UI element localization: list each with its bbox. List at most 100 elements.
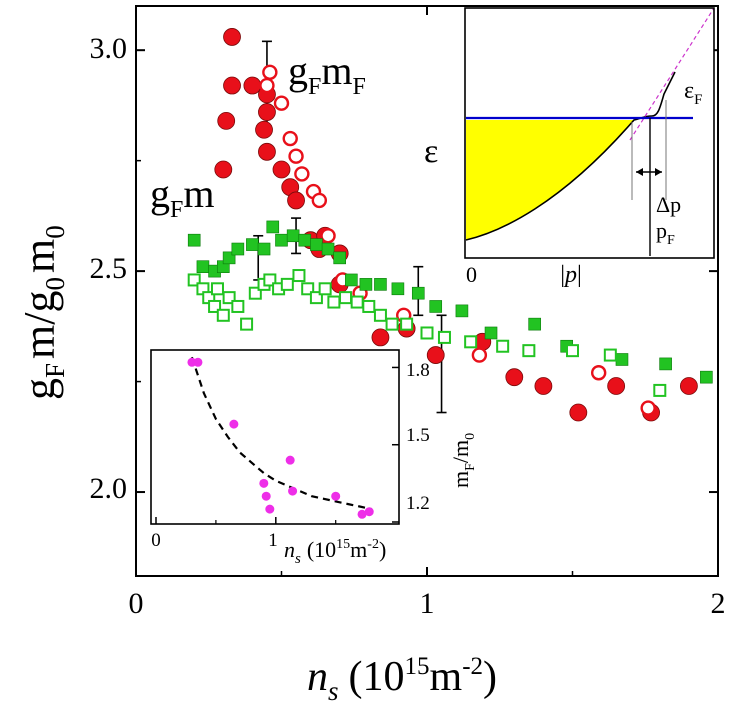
- inset-mass-point-6: [285, 455, 295, 465]
- marker-s1-14: [640, 400, 656, 416]
- marker-s0-0: [223, 28, 241, 46]
- marker-s1-0: [259, 77, 275, 94]
- x-axis-exp: 15: [405, 653, 430, 680]
- x-tick-label-1: 1: [420, 587, 435, 620]
- marker-s2-20: [429, 300, 443, 313]
- marker-s2-9: [275, 233, 288, 247]
- inset-dispersion-diagram: ε 0 |p| εF Δp pF: [424, 7, 715, 288]
- inset-mass-fit-curve: [190, 356, 372, 511]
- marker-s3-20: [350, 295, 364, 309]
- ann-gFmF-m: m: [321, 48, 352, 93]
- marker-s1-12: [471, 347, 488, 363]
- dispersion-curve: [465, 71, 676, 241]
- inset-x-axis-label: ns (1015m-2): [284, 537, 386, 567]
- marker-s2-7: [257, 242, 271, 256]
- marker-s1-7: [311, 192, 328, 209]
- marker-s2-25: [615, 353, 629, 366]
- delta-p-arrowhead-right: [655, 168, 662, 176]
- inset-y-slash: /m: [448, 440, 473, 463]
- marker-s2-14: [333, 251, 347, 265]
- marker-s0-19: [426, 346, 445, 364]
- main-data-marks: [187, 28, 713, 422]
- inset-y-m: m: [448, 471, 473, 488]
- marker-s2-1: [196, 260, 210, 273]
- marker-s0-1: [223, 76, 241, 95]
- inset-mass-point-7: [288, 486, 298, 496]
- inset-mass-point-1: [193, 357, 203, 367]
- main-ticks: [135, 6, 719, 576]
- inset-y-axis-label: mF/m0: [448, 433, 478, 488]
- y-axis-F: F: [40, 363, 70, 378]
- marker-s3-29: [522, 344, 536, 358]
- y-axis-sub0b: 0: [40, 225, 70, 239]
- marker-s0-4: [243, 76, 262, 95]
- marker-s2-8: [266, 220, 280, 234]
- marker-s3-7: [231, 299, 245, 313]
- x-axis-symbol: n: [307, 654, 328, 700]
- marker-s3-21: [362, 299, 376, 313]
- marker-s3-16: [309, 291, 323, 305]
- marker-s2-0: [187, 233, 201, 247]
- x-axis-unit: (10: [349, 654, 405, 700]
- marker-s2-18: [391, 282, 405, 296]
- marker-s0-21: [505, 368, 524, 387]
- inset-x-exp: 15: [336, 537, 350, 552]
- marker-s0-23: [569, 403, 588, 422]
- marker-s2-11: [298, 233, 312, 247]
- delta-p-arrowhead-left: [636, 168, 643, 176]
- inset-x-exp2: -2: [367, 537, 379, 552]
- marker-s3-0: [187, 273, 201, 287]
- ann-gFm-g: g: [150, 171, 170, 216]
- marker-s3-8: [240, 317, 254, 331]
- inset-y-F: F: [463, 463, 478, 471]
- x-tick-label-2: 2: [711, 587, 726, 620]
- marker-s2-19: [411, 286, 425, 300]
- marker-s3-28: [496, 339, 510, 353]
- marker-s2-27: [700, 370, 713, 384]
- inset-mass-point-3: [259, 478, 269, 488]
- momentum-axis-label: |p|: [560, 262, 582, 288]
- inset-x-tick-1: 1: [268, 530, 278, 551]
- inset-mass-chart: 0 1 1.8 1.5 1.2 ns (1015m-2) mF/m0: [150, 349, 478, 567]
- marker-s0-8: [258, 142, 276, 161]
- inset-y-tick-1.5: 1.5: [406, 425, 430, 446]
- marker-s1-4: [288, 148, 304, 164]
- marker-s3-4: [210, 282, 224, 296]
- marker-s2-23: [528, 317, 541, 331]
- momentum-p: p: [563, 262, 577, 288]
- label-eps: ε: [684, 78, 694, 104]
- label-p: p: [656, 218, 667, 243]
- marker-s3-11: [263, 273, 277, 287]
- inset-x-symbol: n: [284, 537, 295, 562]
- inset-mass-frame: [150, 349, 400, 525]
- x-axis-unit2: m: [430, 654, 463, 700]
- marker-s2-26: [659, 357, 672, 371]
- marker-s3-18: [327, 295, 341, 309]
- inset-mass-data-marks: [187, 357, 374, 519]
- marker-s0-3: [214, 160, 233, 179]
- ann-gFm-F: F: [170, 197, 183, 223]
- marker-s2-10: [286, 229, 300, 243]
- marker-s3-14: [292, 269, 306, 283]
- marker-s3-30: [566, 344, 579, 358]
- inset-y-tick-1.8: 1.8: [406, 360, 430, 381]
- marker-s3-17: [318, 282, 332, 296]
- y-axis-sub0: 0: [40, 277, 70, 291]
- marker-s0-17: [371, 328, 390, 347]
- marker-s0-24: [607, 377, 626, 395]
- inset-x-sub: s: [295, 551, 301, 567]
- label-eps-sub: F: [694, 92, 702, 108]
- momentum-bar-right: |: [577, 262, 582, 288]
- marker-s1-13: [590, 365, 607, 381]
- inset-mass-background: [151, 350, 399, 524]
- marker-s0-9: [272, 160, 291, 179]
- marker-s2-15: [345, 273, 358, 287]
- x-axis-exp2: -2: [462, 653, 483, 680]
- filled-states-area: [466, 120, 634, 240]
- inset-mass-point-8: [331, 491, 341, 501]
- ann-gFmF-F2: F: [352, 74, 365, 100]
- marker-s0-22: [534, 377, 553, 395]
- marker-s0-26: [680, 377, 698, 395]
- inset-x-unit2: m: [350, 537, 367, 562]
- y-tick-label-2.5: 2.5: [90, 252, 128, 285]
